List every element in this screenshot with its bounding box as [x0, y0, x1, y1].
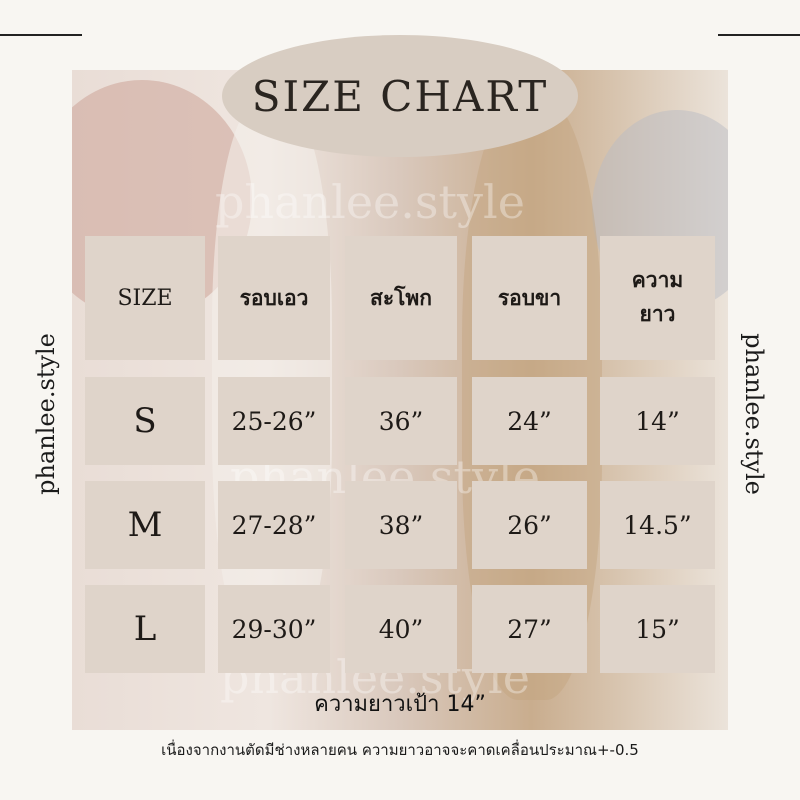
header-label: ยาว	[639, 302, 676, 326]
measurement-cell: 15”	[600, 585, 715, 673]
size-cell: S	[85, 377, 205, 465]
measurement-cell: 36”	[345, 377, 457, 465]
header-waist: รอบเอว	[218, 236, 330, 360]
decor-line-right	[718, 34, 800, 36]
decor-line-left	[0, 34, 82, 36]
measurement-cell: 14.5”	[600, 481, 715, 569]
measurement-cell: 29-30”	[218, 585, 330, 673]
side-brand-left: phanlee.style	[31, 333, 60, 495]
measurement-cell: 25-26”	[218, 377, 330, 465]
side-brand-right: phanlee.style	[740, 333, 769, 495]
header-hip: สะโพก	[345, 236, 457, 360]
header-length: ความยาว	[600, 236, 715, 360]
title-oval: SIZE CHART	[222, 35, 578, 157]
measurement-cell: 40”	[345, 585, 457, 673]
measurement-cell: 38”	[345, 481, 457, 569]
measurement-cell: 26”	[472, 481, 587, 569]
size-cell: L	[85, 585, 205, 673]
watermark: phanlee.style	[215, 175, 525, 229]
measurement-cell: 24”	[472, 377, 587, 465]
measurement-cell: 27”	[472, 585, 587, 673]
size-cell: M	[85, 481, 205, 569]
footer-note: เนื่องจากงานตัดมีช่างหลายคน ความยาวอาจจะ…	[161, 741, 639, 759]
measurement-cell: 14”	[600, 377, 715, 465]
rise-note: ความยาวเป้า 14”	[314, 692, 486, 717]
page-title: SIZE CHART	[251, 71, 549, 121]
header-size: SIZE	[85, 236, 205, 360]
measurement-cell: 27-28”	[218, 481, 330, 569]
header-thigh: รอบขา	[472, 236, 587, 360]
header-label: SIZE	[117, 285, 173, 311]
header-label: สะโพก	[370, 285, 432, 310]
header-label: รอบเอว	[239, 285, 309, 310]
header-label: รอบขา	[497, 285, 562, 310]
header-label: ความ	[631, 268, 684, 293]
